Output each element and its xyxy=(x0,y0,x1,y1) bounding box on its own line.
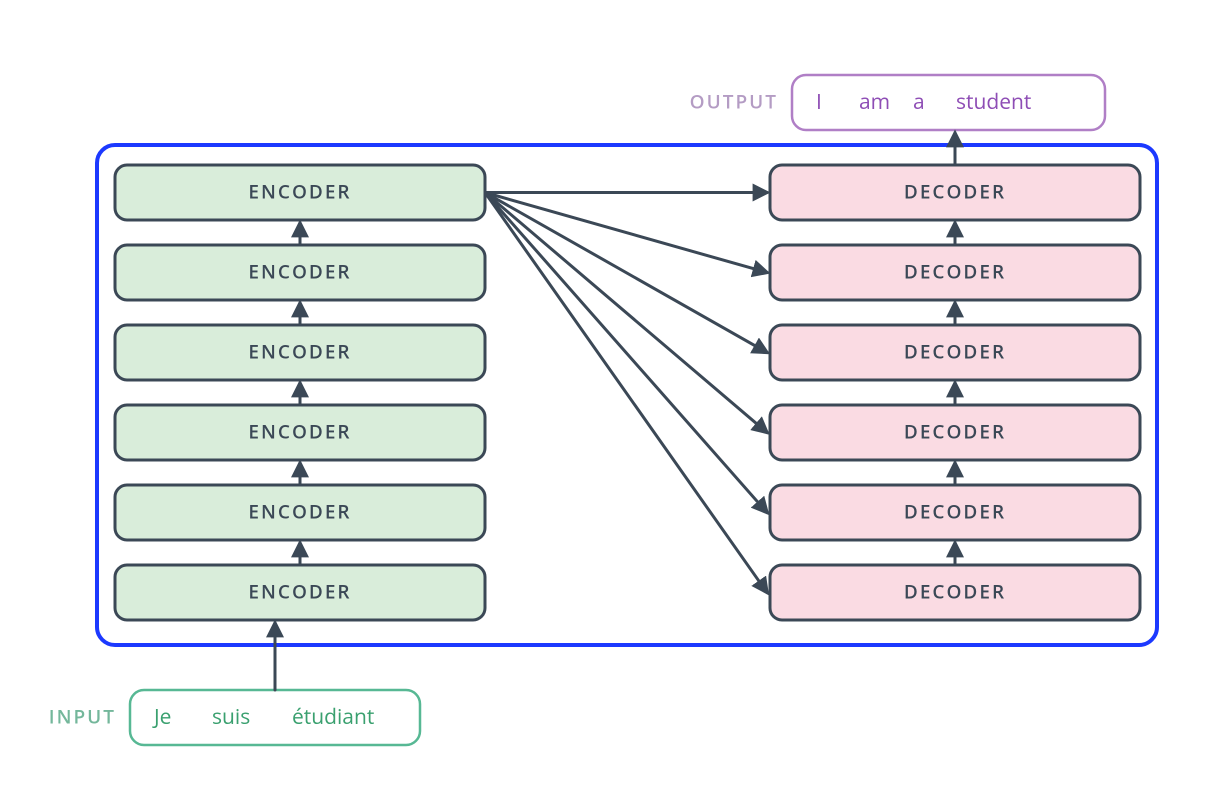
output-token: I xyxy=(816,88,822,116)
input-box xyxy=(130,690,420,745)
encoder-to-decoder-arrow xyxy=(485,193,767,273)
decoder-block-label: DECODER xyxy=(904,579,1006,605)
input-token: Je xyxy=(152,703,171,731)
input-label: INPUT xyxy=(49,704,116,730)
output-token: student xyxy=(956,88,1031,116)
decoder-block-label: DECODER xyxy=(904,339,1006,365)
decoder-block-label: DECODER xyxy=(904,499,1006,525)
encoder-block-label: ENCODER xyxy=(248,419,351,445)
encoder-block-label: ENCODER xyxy=(248,579,351,605)
encoder-block-label: ENCODER xyxy=(248,179,351,205)
output-token: a xyxy=(913,88,925,116)
encoder-block-label: ENCODER xyxy=(248,499,351,525)
decoder-block-label: DECODER xyxy=(904,179,1006,205)
input-token: suis xyxy=(212,703,250,731)
encoder-to-decoder-arrow xyxy=(485,193,767,513)
output-label: OUTPUT xyxy=(690,89,778,115)
decoder-block-label: DECODER xyxy=(904,419,1006,445)
encoder-block-label: ENCODER xyxy=(248,339,351,365)
encoder-to-decoder-arrow xyxy=(485,193,767,433)
encoder-to-decoder-arrow xyxy=(485,193,767,593)
transformer-diagram: ENCODER ENCODER ENCODER ENCODER ENCODER ENCOD… xyxy=(0,0,1218,793)
output-token: am xyxy=(859,88,890,116)
encoder-block-label: ENCODER xyxy=(248,259,351,285)
decoder-block-label: DECODER xyxy=(904,259,1006,285)
input-token: étudiant xyxy=(292,703,374,731)
output-box xyxy=(792,75,1105,130)
encoder-to-decoder-arrow xyxy=(485,193,767,353)
